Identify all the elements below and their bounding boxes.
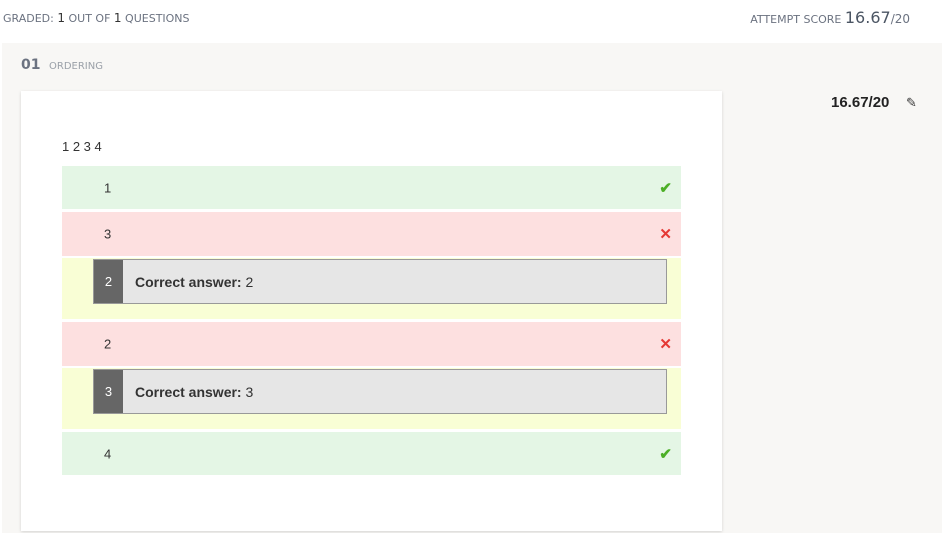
correct-index: 2 [94,260,123,303]
check-icon: ✔ [659,179,672,197]
correct-answer-row: 3 Correct answer: 3 [62,368,681,429]
correct-index: 3 [94,370,123,413]
attempt-score-max: /20 [890,12,910,26]
answer-row: 4 ✔ [62,432,681,475]
question-type: ORDERING [49,61,103,72]
cross-icon: ✕ [659,226,672,243]
check-icon: ✔ [659,445,672,463]
correct-answer-label: Correct answer: [135,274,242,290]
question-prompt: 1 2 3 4 [62,139,102,154]
graded-summary: GRADED: 1 OUT OF 1 QUESTIONS [3,11,190,25]
question-score: 16.67/20 [831,94,890,111]
total-count: 1 [113,11,122,25]
correct-answer-box: 3 Correct answer: 3 [93,369,667,414]
correct-answer-row: 2 Correct answer: 2 [62,258,681,319]
answer-value: 2 [104,336,112,352]
correct-answer-value: 2 [245,274,254,290]
graded-count: 1 [57,11,65,25]
header: GRADED: 1 OUT OF 1 QUESTIONS ATTEMPT SCO… [0,0,942,43]
correct-answer-value: 3 [245,384,254,400]
answer-value: 3 [104,226,112,242]
attempt-score-value: 16.67 [844,8,891,27]
out-of-label: OUT OF [68,12,111,25]
attempt-score: ATTEMPT SCORE 16.67/20 [750,8,910,27]
answer-row: 3 ✕ [62,212,681,256]
graded-label: GRADED: [3,12,54,25]
answer-row: 2 ✕ [62,322,681,366]
attempt-score-label: ATTEMPT SCORE [750,13,842,26]
question-panel: 01 ORDERING 16.67/20 ✎ 1 2 3 4 1 ✔ 3 ✕ 2… [2,43,942,533]
correct-answer-box: 2 Correct answer: 2 [93,259,667,304]
answer-value: 1 [104,180,112,195]
questions-label: QUESTIONS [125,12,190,25]
cross-icon: ✕ [659,336,672,353]
answer-row: 1 ✔ [62,166,681,209]
question-number: 01 [21,57,41,73]
question-card: 1 2 3 4 1 ✔ 3 ✕ 2 Correct answer: 2 2 ✕ … [21,91,722,531]
correct-answer-label: Correct answer: [135,384,242,400]
pencil-icon[interactable]: ✎ [906,96,917,111]
answer-value: 4 [104,446,112,461]
